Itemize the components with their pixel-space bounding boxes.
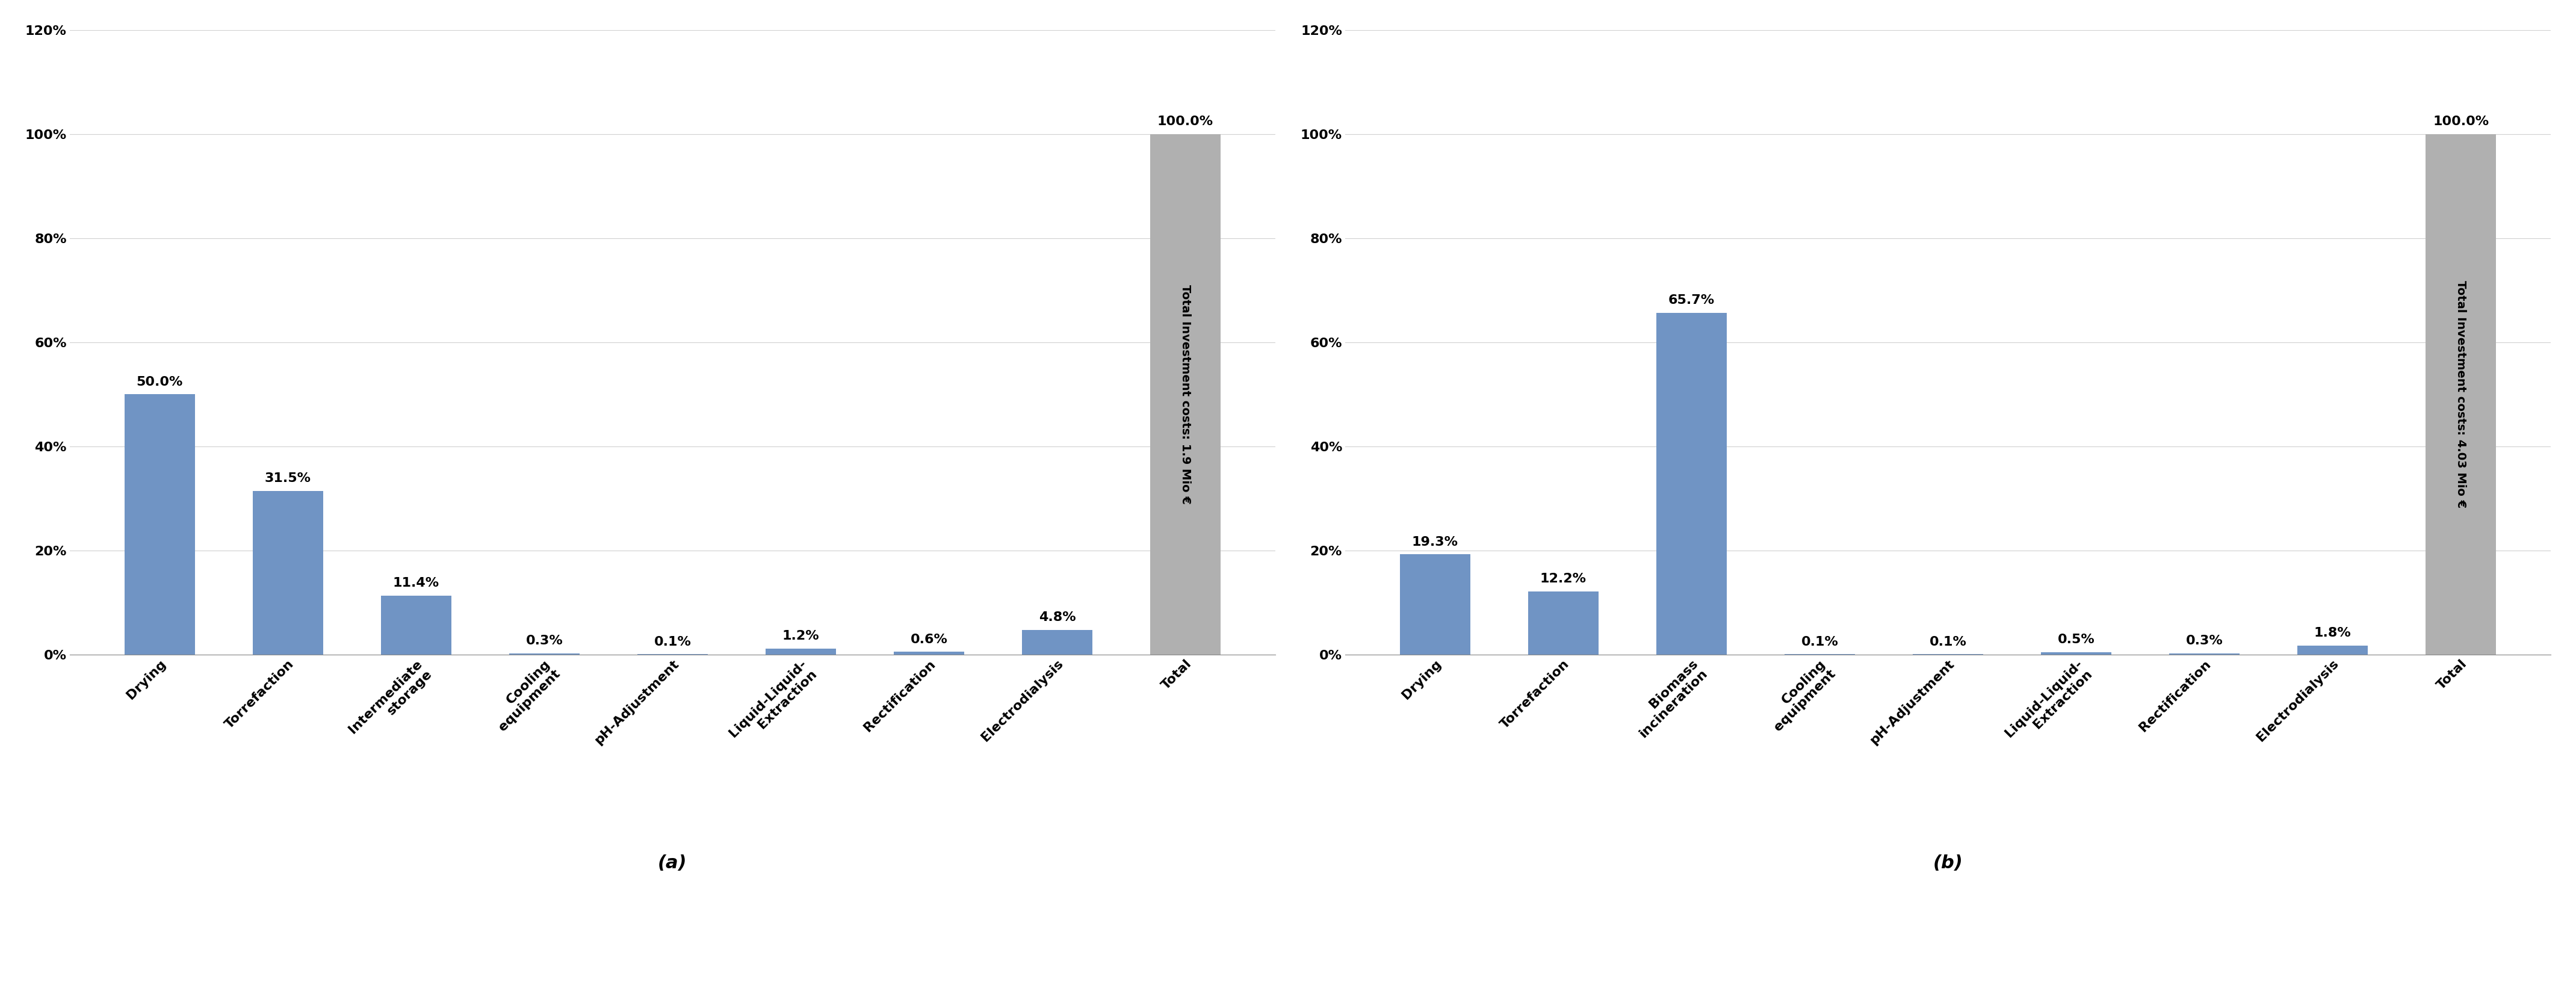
- Text: 65.7%: 65.7%: [1669, 294, 1716, 306]
- Text: 11.4%: 11.4%: [394, 577, 440, 589]
- Text: 1.8%: 1.8%: [2313, 627, 2352, 639]
- Text: Total Investment costs: 4.03 Mio €: Total Investment costs: 4.03 Mio €: [2455, 280, 2468, 508]
- Text: 12.2%: 12.2%: [1540, 573, 1587, 585]
- Bar: [2169, 653, 2239, 655]
- Bar: [894, 652, 963, 655]
- Text: 1.2%: 1.2%: [783, 630, 819, 642]
- Text: 50.0%: 50.0%: [137, 377, 183, 388]
- Bar: [124, 394, 196, 655]
- Text: 0.5%: 0.5%: [2058, 634, 2094, 646]
- Text: (b): (b): [1932, 854, 1963, 872]
- Bar: [381, 596, 451, 655]
- Bar: [2298, 645, 2367, 655]
- Bar: [1023, 629, 1092, 655]
- Text: 4.8%: 4.8%: [1038, 611, 1077, 623]
- Text: 0.1%: 0.1%: [1801, 636, 1839, 648]
- Bar: [1528, 592, 1600, 655]
- Bar: [2427, 134, 2496, 655]
- Text: 0.3%: 0.3%: [2187, 635, 2223, 647]
- Text: 19.3%: 19.3%: [1412, 536, 1458, 548]
- Bar: [1656, 312, 1726, 655]
- Bar: [765, 648, 837, 655]
- Bar: [252, 491, 322, 655]
- Text: 31.5%: 31.5%: [265, 473, 312, 485]
- Text: Total Investment costs: 1.9 Mio €: Total Investment costs: 1.9 Mio €: [1180, 284, 1190, 504]
- Bar: [2040, 652, 2112, 655]
- Bar: [1149, 134, 1221, 655]
- Bar: [1399, 554, 1471, 655]
- Text: (a): (a): [657, 854, 688, 872]
- Text: 0.1%: 0.1%: [1929, 636, 1965, 648]
- Text: 0.6%: 0.6%: [909, 633, 948, 645]
- Text: 100.0%: 100.0%: [2432, 116, 2488, 128]
- Text: 0.3%: 0.3%: [526, 635, 564, 647]
- Text: 100.0%: 100.0%: [1157, 116, 1213, 128]
- Text: 0.1%: 0.1%: [654, 636, 690, 648]
- Bar: [510, 653, 580, 655]
